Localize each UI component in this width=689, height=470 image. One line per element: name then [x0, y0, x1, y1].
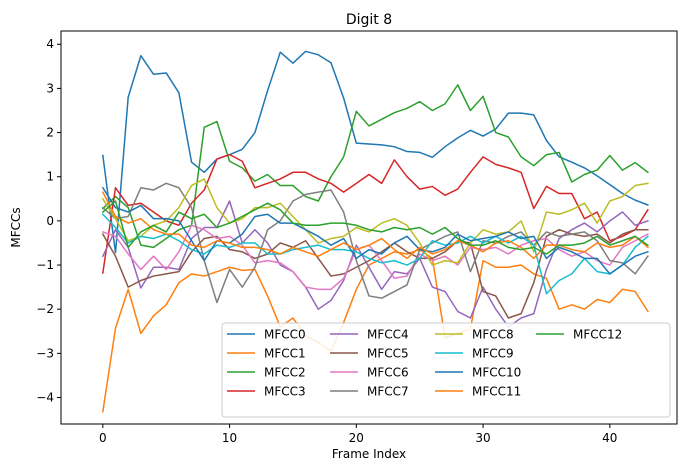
legend-label-mfcc0: MFCC0: [264, 328, 306, 342]
series-line-mfcc3: [101, 153, 649, 274]
legend-label-mfcc8: MFCC8: [472, 328, 514, 342]
y-axis-label: MFCCs: [9, 207, 23, 247]
x-axis-ticks: 0 10 20 30 40: [99, 424, 617, 445]
series-line-mfcc10: [101, 186, 649, 275]
series-line-mfcc0: [101, 50, 649, 254]
series-line-mfcc4: [101, 200, 649, 328]
y-tick-label: 3: [46, 81, 54, 95]
legend-box: [221, 322, 671, 418]
legend-label-mfcc12: MFCC12: [573, 328, 622, 342]
series-line-mfcc6: [101, 224, 649, 291]
legend-label-mfcc10: MFCC10: [472, 366, 521, 380]
x-axis-label: Frame Index: [332, 447, 406, 461]
series-line-mfcc8: [101, 178, 649, 266]
x-tick-label: 0: [99, 431, 107, 445]
legend-label-mfcc3: MFCC3: [264, 385, 306, 399]
series-line-mfcc5: [101, 228, 649, 319]
y-tick-label: −2: [36, 302, 54, 316]
series-line-mfcc2: [101, 84, 649, 249]
x-tick-label: 20: [349, 431, 364, 445]
y-tick-label: 4: [46, 37, 54, 51]
y-tick-label: −1: [36, 258, 54, 272]
series-line-mfcc12: [101, 200, 649, 255]
legend-label-mfcc7: MFCC7: [367, 385, 409, 399]
chart-title: Digit 8: [346, 12, 392, 28]
legend-label-mfcc2: MFCC2: [264, 366, 306, 380]
legend-label-mfcc5: MFCC5: [367, 347, 409, 361]
legend-label-mfcc6: MFCC6: [367, 366, 409, 380]
x-tick-label: 40: [602, 431, 617, 445]
series-line-mfcc7: [101, 182, 649, 304]
series-line-mfcc1: [101, 248, 649, 413]
plot-frame: [60, 30, 678, 425]
y-axis-ticks: −4 −3 −2 −1 0 1 2 3 4: [36, 37, 61, 405]
y-tick-label: −4: [36, 391, 54, 405]
y-tick-label: 1: [46, 170, 54, 184]
x-tick-label: 30: [475, 431, 490, 445]
series-line-mfcc11: [101, 191, 649, 260]
y-tick-label: −3: [36, 346, 54, 360]
series-line-mfcc9: [101, 213, 649, 295]
legend-label-mfcc1: MFCC1: [264, 347, 306, 361]
legend: MFCC0 MFCC1 MFCC2 MFCC3 MFCC4 MFCC5 MFCC6 MFCC7…: [221, 322, 671, 418]
legend-label-mfcc4: MFCC4: [367, 328, 409, 342]
legend-label-mfcc11: MFCC11: [472, 385, 521, 399]
series-layer: [101, 50, 649, 413]
x-tick-label: 10: [222, 431, 237, 445]
y-tick-label: 0: [46, 214, 54, 228]
y-tick-label: 2: [46, 126, 54, 140]
legend-label-mfcc9: MFCC9: [472, 347, 514, 361]
